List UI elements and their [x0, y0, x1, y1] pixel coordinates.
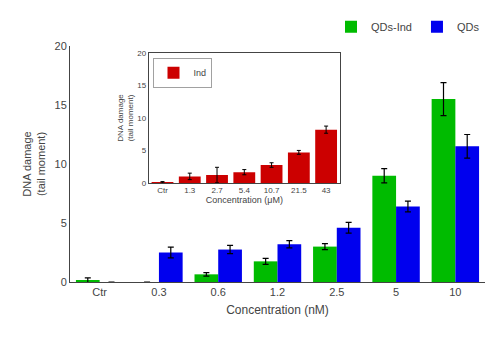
svg-text:Concentration (nM): Concentration (nM): [226, 303, 329, 317]
svg-text:QDs-Ind: QDs-Ind: [371, 21, 412, 33]
svg-text:QDs: QDs: [457, 21, 480, 33]
svg-text:Ctr: Ctr: [157, 186, 168, 195]
svg-text:20: 20: [55, 40, 67, 52]
svg-text:10.7: 10.7: [264, 186, 280, 195]
svg-text:Ind: Ind: [194, 68, 207, 78]
svg-text:Concentration (μM): Concentration (μM): [206, 195, 283, 205]
svg-text:5: 5: [393, 286, 399, 298]
svg-text:0: 0: [61, 276, 67, 288]
svg-text:20: 20: [137, 49, 146, 58]
svg-text:15: 15: [137, 81, 146, 90]
svg-text:10: 10: [449, 286, 461, 298]
svg-text:10: 10: [55, 158, 67, 170]
svg-text:0: 0: [142, 179, 147, 188]
svg-text:15: 15: [55, 99, 67, 111]
svg-text:21.5: 21.5: [291, 186, 307, 195]
svg-text:0.6: 0.6: [211, 286, 226, 298]
svg-text:2.7: 2.7: [211, 186, 223, 195]
svg-text:43: 43: [322, 186, 331, 195]
svg-text:2.5: 2.5: [329, 286, 344, 298]
svg-text:10: 10: [137, 114, 146, 123]
svg-text:Ctr: Ctr: [92, 286, 107, 298]
svg-text:5: 5: [61, 217, 67, 229]
svg-text:0.3: 0.3: [151, 286, 166, 298]
svg-text:1.3: 1.3: [184, 186, 196, 195]
svg-text:DNA damage(tail moment): DNA damage(tail moment): [116, 94, 135, 142]
svg-text:1.2: 1.2: [270, 286, 285, 298]
svg-text:5.4: 5.4: [239, 186, 251, 195]
svg-text:DNA damage(tail moment): DNA damage(tail moment): [21, 131, 47, 196]
svg-text:5: 5: [142, 146, 147, 155]
